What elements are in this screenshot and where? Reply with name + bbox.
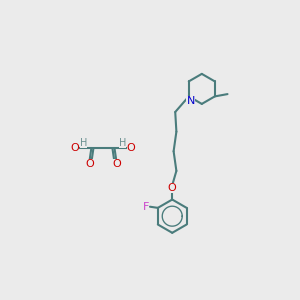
Text: O: O — [70, 143, 79, 153]
Text: O: O — [85, 158, 94, 169]
Text: N: N — [187, 97, 195, 106]
Text: H: H — [80, 138, 87, 148]
Text: O: O — [112, 158, 121, 169]
Text: H: H — [118, 138, 126, 148]
Text: O: O — [168, 182, 177, 193]
Text: O: O — [127, 143, 136, 153]
Text: F: F — [142, 202, 149, 212]
